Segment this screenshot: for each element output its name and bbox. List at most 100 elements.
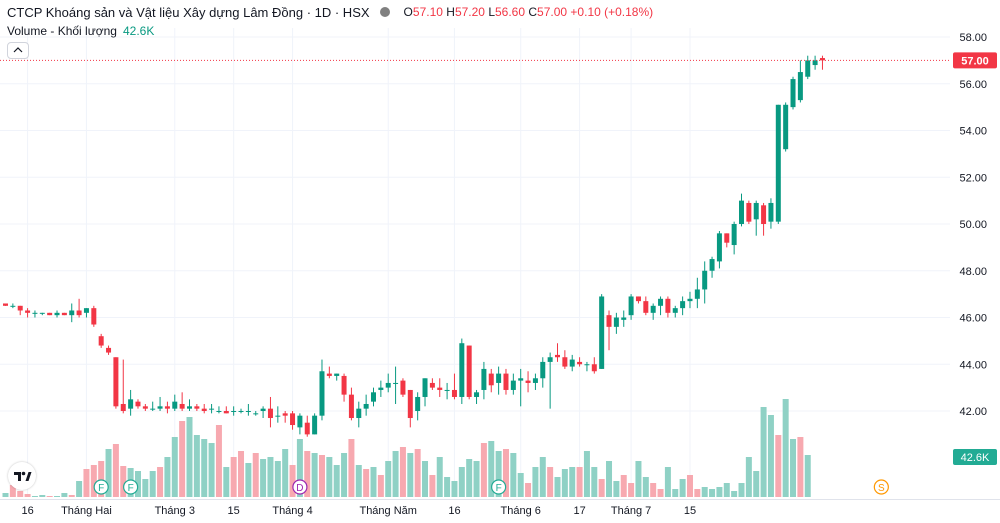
price-tick-label: 52.00 — [959, 172, 987, 184]
volume-bar — [157, 467, 164, 497]
candle-body — [290, 413, 296, 426]
volume-bar — [105, 449, 112, 497]
candle-body — [407, 389, 413, 419]
candle-body — [422, 378, 428, 397]
volume-label[interactable]: Volume - Khối lượng — [7, 24, 117, 38]
candle-body — [709, 259, 715, 271]
volume-bar — [370, 467, 377, 497]
candle-body — [525, 380, 531, 383]
candle-body — [768, 202, 774, 222]
event-marker-label: F — [98, 483, 104, 494]
price-axis[interactable]: 58.00 56.00 54.00 52.00 50.00 48.00 46.00 44.00… — [959, 32, 987, 418]
high-label: H — [446, 5, 455, 19]
volume-bar — [193, 435, 200, 497]
volume-bar — [333, 465, 340, 497]
candle-body — [694, 289, 700, 299]
volume-bar — [54, 496, 61, 497]
volume-bar — [664, 467, 671, 497]
candle-body — [172, 401, 178, 409]
volume-bar — [171, 437, 178, 497]
volume-bar — [517, 473, 524, 497]
price-tick-label: 58.00 — [959, 32, 987, 44]
collapse-legend-button[interactable] — [7, 42, 29, 59]
price-tick-label: 56.00 — [959, 79, 987, 91]
volume-bar — [24, 494, 31, 497]
volume-bar — [149, 471, 156, 497]
time-tick-label: 16 — [448, 505, 460, 517]
candle-body — [532, 378, 538, 383]
candle-body — [385, 382, 391, 388]
volume-bar — [444, 477, 451, 497]
change-value: +0.10 (+0.18%) — [570, 5, 654, 19]
event-marker — [873, 479, 889, 495]
volume-bar — [274, 461, 281, 497]
volume-bar — [775, 435, 782, 497]
volume-bar — [782, 399, 789, 497]
candle-body — [3, 303, 8, 306]
candle-body — [547, 357, 553, 362]
candle-body — [437, 387, 443, 390]
candle-body — [429, 382, 435, 388]
volume-bar — [98, 461, 105, 497]
volume-bar — [723, 483, 730, 497]
volume-bar — [179, 421, 186, 497]
candle-body — [260, 408, 266, 411]
tradingview-logo[interactable] — [8, 462, 36, 490]
volume-bar — [613, 481, 620, 497]
symbol-title[interactable]: CTCP Khoáng sản và Vật liệu Xây dựng Lâm… — [7, 4, 370, 20]
volume-bar — [142, 479, 149, 497]
candle-body — [223, 411, 229, 414]
volume-bar — [68, 495, 75, 497]
volume-bar — [554, 477, 561, 497]
volume-bar — [318, 455, 325, 497]
volume-bar — [120, 466, 127, 497]
last-volume-badge — [953, 449, 997, 465]
volume-bar — [716, 487, 723, 497]
volume-bar — [186, 417, 193, 497]
volume-legend: Volume - Khối lượng 42.6K — [7, 24, 154, 38]
candle-body — [790, 79, 796, 108]
volume-bar — [311, 453, 318, 497]
candle-body — [25, 310, 31, 313]
candle-body — [687, 298, 693, 302]
candle-body — [775, 104, 781, 222]
candle-body — [805, 60, 811, 77]
volume-bar — [61, 493, 68, 497]
candle-body — [10, 305, 16, 307]
candle-body — [672, 308, 678, 313]
close-label: C — [528, 5, 538, 19]
volume-bar — [112, 444, 119, 497]
candle-body — [363, 403, 369, 409]
volume-bar — [134, 471, 141, 497]
open-label: O — [403, 5, 413, 19]
event-marker — [93, 479, 109, 495]
time-axis[interactable]: 16 Tháng Hai Tháng 3 15 Tháng 4 Tháng Năm 16 Th… — [21, 505, 696, 517]
volume-bar — [348, 439, 355, 497]
candle-body — [334, 373, 340, 376]
volume-bar — [539, 457, 546, 497]
candle-body — [120, 403, 126, 411]
candle-body — [83, 308, 89, 313]
volume-bar — [473, 461, 480, 497]
candle-body — [371, 392, 376, 402]
candle-body — [98, 336, 104, 346]
event-marker — [292, 479, 308, 495]
candle-body — [253, 413, 259, 415]
candle-body — [157, 406, 163, 409]
volume-bar — [576, 467, 583, 497]
time-tick-label: 15 — [228, 505, 240, 517]
volume-bar — [694, 489, 701, 497]
candle-body — [47, 312, 53, 316]
candle-body — [76, 310, 82, 316]
candle-body — [797, 72, 803, 101]
price-candles — [3, 55, 825, 437]
volume-bar — [561, 469, 568, 497]
event-marker — [491, 479, 507, 495]
candle-body — [591, 364, 597, 372]
low-value: 56.60 — [495, 5, 526, 19]
candle-body — [267, 408, 273, 419]
candle-body — [650, 305, 656, 313]
volume-bar — [429, 475, 436, 497]
candle-body — [238, 411, 244, 412]
